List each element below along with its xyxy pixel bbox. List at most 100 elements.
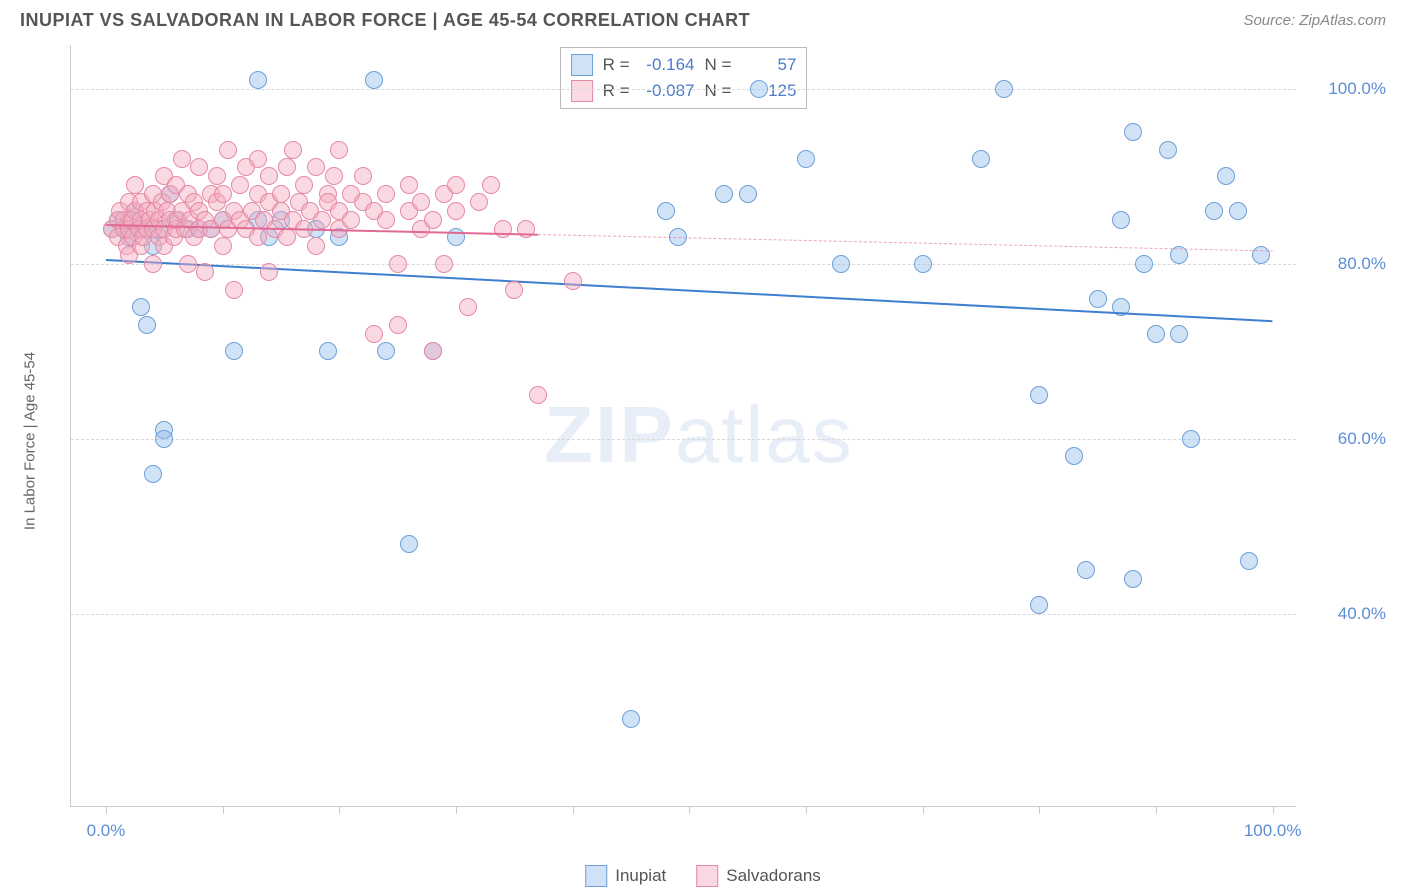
- data-point: [1182, 430, 1200, 448]
- data-point: [295, 176, 313, 194]
- data-point: [435, 255, 453, 273]
- data-point: [260, 263, 278, 281]
- data-point: [505, 281, 523, 299]
- data-point: [307, 237, 325, 255]
- data-point: [225, 342, 243, 360]
- data-point: [208, 167, 226, 185]
- x-tick: [1156, 806, 1157, 814]
- data-point: [313, 211, 331, 229]
- data-point: [325, 167, 343, 185]
- data-point: [564, 272, 582, 290]
- data-point: [622, 710, 640, 728]
- data-point: [196, 263, 214, 281]
- data-point: [1205, 202, 1223, 220]
- data-point: [389, 316, 407, 334]
- data-point: [995, 80, 1013, 98]
- data-point: [832, 255, 850, 273]
- legend-item-2: Salvadorans: [696, 865, 821, 887]
- data-point: [715, 185, 733, 203]
- data-point: [1065, 447, 1083, 465]
- x-tick: [689, 806, 690, 814]
- data-point: [447, 202, 465, 220]
- data-point: [914, 255, 932, 273]
- data-point: [482, 176, 500, 194]
- data-point: [144, 255, 162, 273]
- data-point: [278, 228, 296, 246]
- data-point: [1124, 570, 1142, 588]
- gridline: [71, 614, 1296, 615]
- data-point: [377, 185, 395, 203]
- watermark-text-a: ZIP: [544, 390, 674, 479]
- y-tick-label: 80.0%: [1306, 254, 1386, 274]
- data-point: [470, 193, 488, 211]
- chart-source: Source: ZipAtlas.com: [1243, 12, 1386, 29]
- y-axis-title: In Labor Force | Age 45-54: [22, 352, 39, 530]
- x-tick: [223, 806, 224, 814]
- data-point: [1147, 325, 1165, 343]
- chart-container: In Labor Force | Age 45-54 ZIPatlas R = …: [40, 45, 1396, 837]
- r-label-1: R =: [603, 55, 630, 75]
- gridline: [71, 264, 1296, 265]
- stats-row-1: R = -0.164 N = 57: [571, 52, 797, 78]
- x-tick: [573, 806, 574, 814]
- x-tick-label: 100.0%: [1244, 821, 1302, 841]
- data-point: [1089, 290, 1107, 308]
- data-point: [1159, 141, 1177, 159]
- data-point: [179, 255, 197, 273]
- data-point: [1030, 596, 1048, 614]
- swatch-series1: [571, 54, 593, 76]
- data-point: [330, 141, 348, 159]
- data-point: [249, 228, 267, 246]
- data-point: [424, 342, 442, 360]
- data-point: [190, 158, 208, 176]
- data-point: [126, 176, 144, 194]
- data-point: [173, 150, 191, 168]
- trend-line: [538, 234, 1273, 252]
- n-value-1: 57: [741, 55, 796, 75]
- data-point: [144, 465, 162, 483]
- data-point: [249, 150, 267, 168]
- data-point: [354, 167, 372, 185]
- data-point: [260, 167, 278, 185]
- r-value-2: -0.087: [640, 81, 695, 101]
- legend-label-1: Inupiat: [615, 866, 666, 886]
- data-point: [284, 141, 302, 159]
- x-tick: [1273, 806, 1274, 814]
- stats-legend: R = -0.164 N = 57 R = -0.087 N = 125: [560, 47, 808, 109]
- data-point: [1170, 325, 1188, 343]
- legend-swatch-2: [696, 865, 718, 887]
- gridline: [71, 89, 1296, 90]
- data-point: [1229, 202, 1247, 220]
- data-point: [412, 193, 430, 211]
- data-point: [365, 325, 383, 343]
- data-point: [1112, 211, 1130, 229]
- n-label-1: N =: [705, 55, 732, 75]
- data-point: [400, 176, 418, 194]
- data-point: [132, 298, 150, 316]
- data-point: [272, 185, 290, 203]
- data-point: [1124, 123, 1142, 141]
- legend-label-2: Salvadorans: [726, 866, 821, 886]
- legend-swatch-1: [585, 865, 607, 887]
- data-point: [319, 342, 337, 360]
- gridline: [71, 439, 1296, 440]
- watermark: ZIPatlas: [544, 389, 853, 481]
- data-point: [377, 211, 395, 229]
- r-label-2: R =: [603, 81, 630, 101]
- data-point: [1077, 561, 1095, 579]
- data-point: [138, 316, 156, 334]
- x-tick: [339, 806, 340, 814]
- bottom-legend: Inupiat Salvadorans: [585, 865, 821, 887]
- watermark-text-b: atlas: [675, 390, 854, 479]
- x-tick: [806, 806, 807, 814]
- n-label-2: N =: [705, 81, 732, 101]
- data-point: [342, 211, 360, 229]
- y-tick-label: 100.0%: [1306, 79, 1386, 99]
- data-point: [1135, 255, 1153, 273]
- data-point: [739, 185, 757, 203]
- data-point: [249, 71, 267, 89]
- data-point: [377, 342, 395, 360]
- data-point: [1240, 552, 1258, 570]
- x-tick-label: 0.0%: [87, 821, 126, 841]
- data-point: [389, 255, 407, 273]
